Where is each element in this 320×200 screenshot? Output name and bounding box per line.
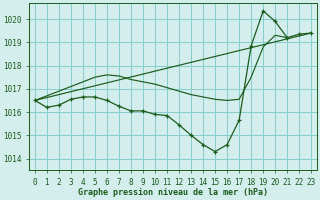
X-axis label: Graphe pression niveau de la mer (hPa): Graphe pression niveau de la mer (hPa) bbox=[78, 188, 268, 197]
